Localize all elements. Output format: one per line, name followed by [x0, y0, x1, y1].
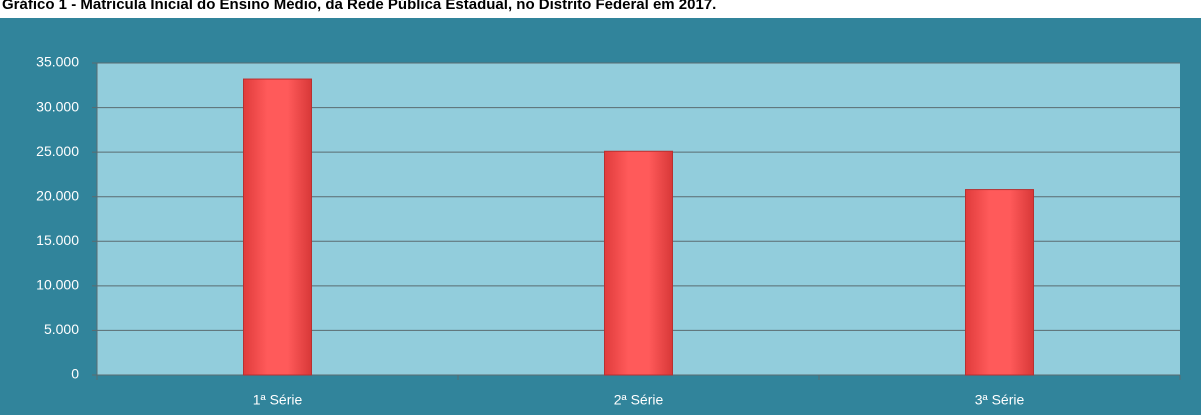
bar — [965, 189, 1034, 376]
x-tick-label: 3ª Série — [975, 392, 1025, 408]
y-tick-label: 30.000 — [36, 98, 79, 114]
y-tick-label: 25.000 — [36, 143, 79, 159]
bar — [604, 150, 673, 376]
x-tick-label: 1ª Série — [253, 392, 303, 408]
chart-title: Gráfico 1 - Matrícula Inicial do Ensino … — [2, 0, 716, 13]
y-tick-label: 35.000 — [36, 54, 79, 70]
y-tick-label: 20.000 — [36, 187, 79, 203]
x-tick-label: 2ª Série — [614, 392, 664, 408]
y-tick-label: 15.000 — [36, 232, 79, 248]
y-tick-label: 10.000 — [36, 277, 79, 293]
bar — [243, 78, 312, 376]
y-tick-label: 5.000 — [44, 321, 79, 337]
y-tick-label: 0 — [71, 366, 79, 382]
